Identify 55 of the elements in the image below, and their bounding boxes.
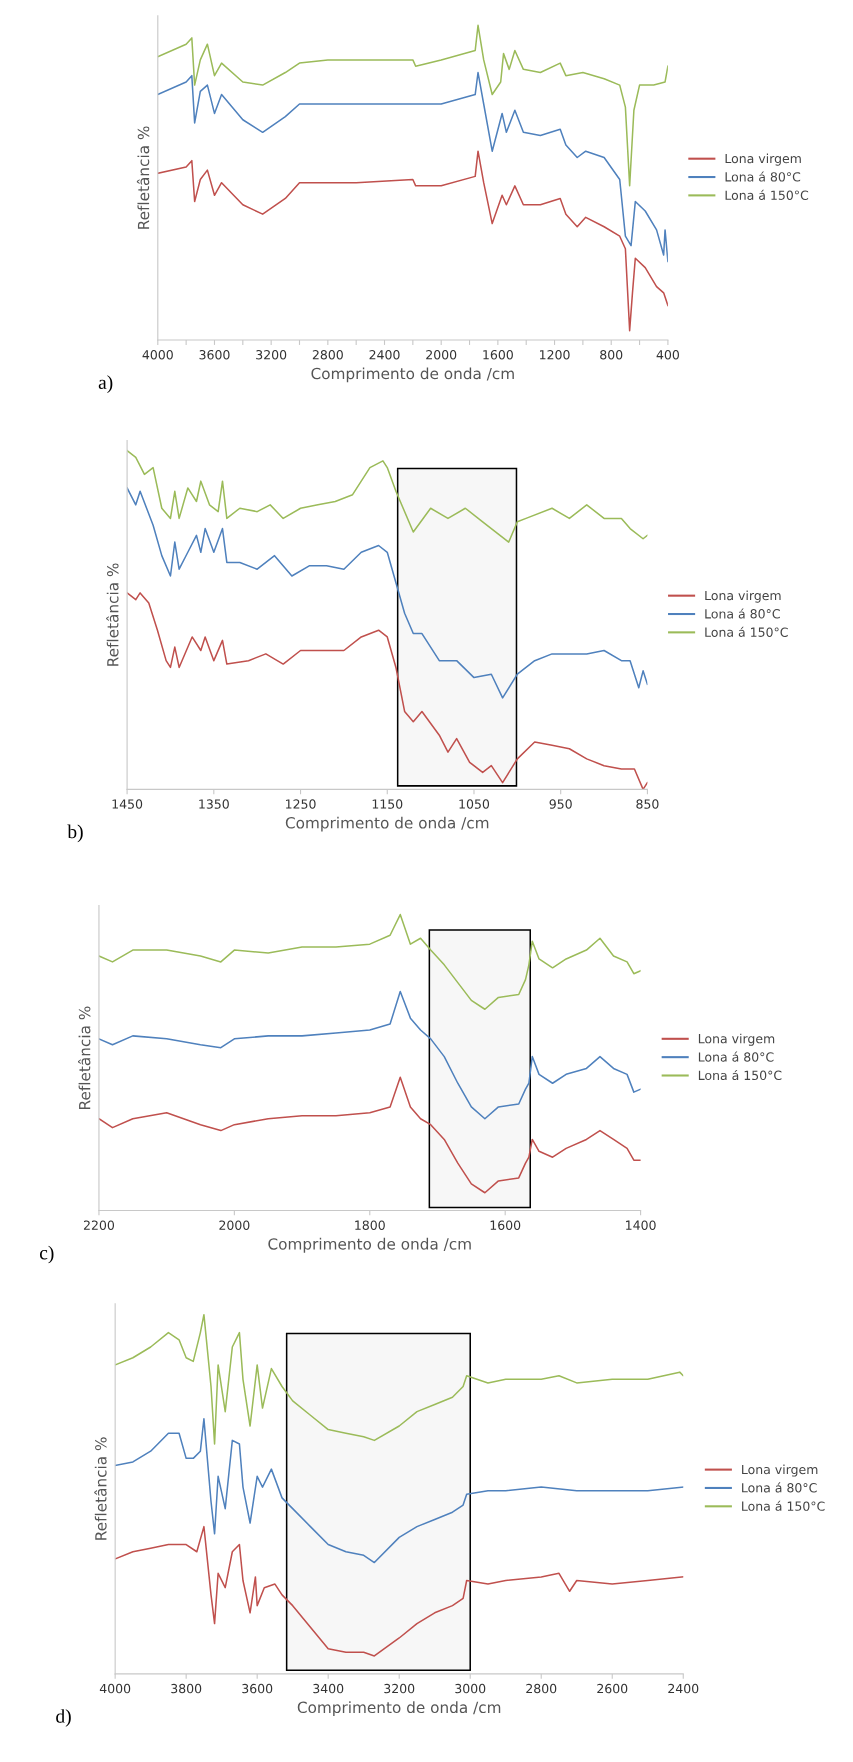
x-tick-label: 800 [600, 350, 623, 360]
x-tick-label: 1050 [459, 799, 490, 809]
legend-label: Lona á 150°C [698, 1069, 782, 1081]
y-axis-title: Refletância % [94, 1437, 107, 1540]
x-axis-title: Comprimento de onda /cm [297, 1701, 501, 1717]
y-axis-title: Refletância % [106, 563, 119, 666]
legend-label: Lona á 80°C [698, 1051, 774, 1062]
x-tick-label: 400 [656, 350, 679, 360]
x-tick-label: 2000 [426, 350, 457, 360]
x-tick-label: 3600 [242, 1683, 273, 1694]
legend-label: Lona á 80°C [725, 171, 801, 182]
text: b) [67, 824, 83, 843]
x-axis-title: Comprimento de onda /cm [311, 367, 514, 383]
x-tick-label: 1200 [540, 350, 570, 360]
legend-label: Lona á 150°C [725, 189, 809, 200]
y-axis-title: Refletância % [78, 1006, 91, 1109]
x-tick-label: 2800 [312, 350, 343, 360]
x-tick-label: 3600 [199, 350, 230, 360]
x-tick-label: 2200 [83, 1220, 115, 1230]
x-tick-label: 2400 [369, 350, 400, 360]
x-tick-label: 950 [549, 799, 572, 809]
x-tick-label: 3200 [256, 350, 287, 360]
x-tick-label: 2000 [219, 1220, 250, 1230]
x-tick-label: 3400 [313, 1683, 344, 1694]
x-tick-label: 4000 [99, 1683, 131, 1694]
legend-label: Lona virgem [698, 1033, 775, 1046]
x-tick-label: 4000 [142, 350, 173, 360]
x-tick-label: 1250 [286, 799, 316, 809]
x-axis-title: Comprimento de onda /cm [285, 816, 489, 832]
x-tick-label: 3000 [455, 1683, 486, 1694]
x-tick-label: 1450 [112, 799, 143, 809]
x-tick-label: 3200 [384, 1683, 415, 1694]
x-tick-label: 1150 [372, 799, 403, 809]
legend-label: Lona á 80°C [742, 1482, 817, 1493]
x-tick-label: 2600 [597, 1683, 628, 1694]
x-tick-label: 1800 [355, 1220, 385, 1230]
legend-label: Lona virgem [725, 153, 801, 166]
x-tick-label: 850 [636, 799, 659, 809]
text: c) [39, 1245, 54, 1264]
x-tick-label: 1400 [626, 1220, 656, 1230]
legend-label: Lona á 150°C [705, 626, 788, 637]
x-tick-label: 3800 [171, 1683, 202, 1694]
x-tick-label: 1350 [199, 799, 229, 809]
x-tick-label: 2400 [668, 1683, 699, 1694]
legend-label: Lona virgem [742, 1464, 818, 1477]
x-axis-title: Comprimento de onda /cm [268, 1237, 471, 1253]
legend-label: Lona virgem [705, 590, 781, 603]
legend-label: Lona á 150°C [742, 1500, 825, 1511]
y-axis-title: Refletância % [136, 126, 150, 229]
x-tick-label: 1600 [483, 350, 513, 360]
text: a) [98, 375, 113, 393]
x-tick-label: 2800 [526, 1683, 557, 1694]
x-tick-label: 1600 [490, 1220, 521, 1230]
text: d) [56, 1709, 71, 1727]
legend-label: Lona á 80°C [705, 608, 780, 619]
